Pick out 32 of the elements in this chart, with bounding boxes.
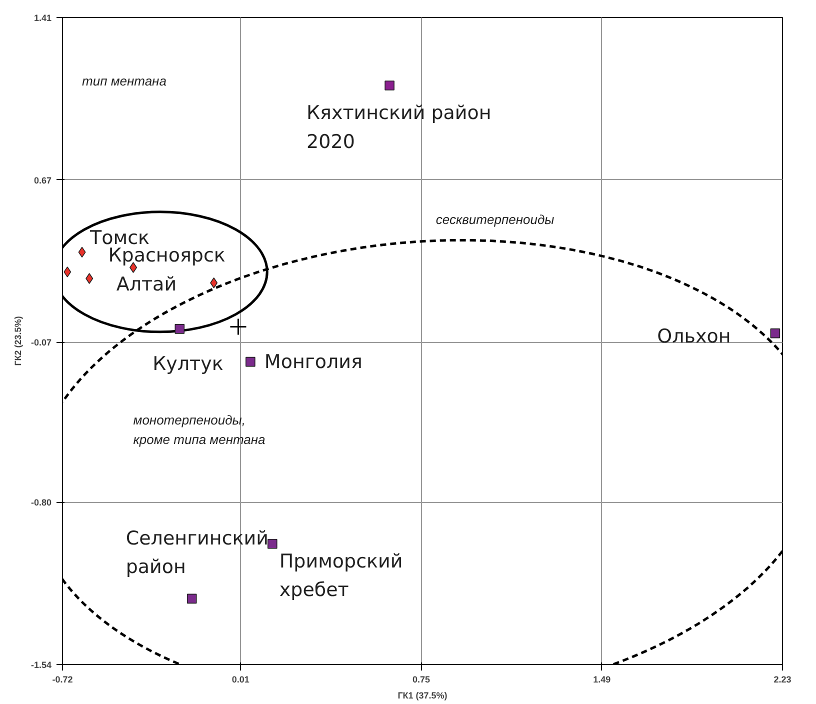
annotation: монотерпеноиды, кроме типа ментана [133, 412, 266, 448]
x-tick-label: 2.23 [774, 674, 792, 684]
point [384, 80, 394, 90]
annotation: тип ментана [82, 74, 166, 89]
y-tick-label: -0.07 [30, 338, 52, 348]
point [246, 356, 256, 367]
annotation: Монголия [264, 350, 362, 373]
point [229, 318, 247, 336]
y-tick-label: 1.41 [34, 13, 52, 23]
y-tick-label: 0.67 [34, 175, 52, 186]
point [86, 273, 94, 284]
annotation: Красноярск [108, 244, 226, 267]
x-tick-label: 0.75 [412, 674, 430, 684]
x-tick-label: 0.01 [232, 674, 250, 684]
annotation: Ольхон [657, 325, 731, 348]
point [770, 328, 780, 338]
annotation: Селенгинский район [126, 527, 268, 578]
x-tick-label: -0.72 [52, 674, 73, 684]
annotation: сесквитерпеноиды [436, 212, 555, 227]
annotation: Алтай [116, 273, 177, 296]
point [268, 538, 278, 549]
annotation: Приморский хребет [279, 550, 403, 602]
x-axis-title: ГК1 (37.5%) [398, 690, 448, 700]
point [64, 266, 72, 278]
x-tick-label: 1.49 [593, 674, 611, 684]
point [174, 324, 185, 334]
point [186, 594, 197, 604]
y-tick-label: -1.54 [30, 660, 52, 670]
annotation: Кяхтинский район 2020 [306, 102, 492, 153]
y-axis-title: ГК2 (23.5%) [12, 316, 23, 366]
y-tick-label: -0.80 [30, 498, 52, 508]
annotation: Култук [152, 352, 224, 375]
